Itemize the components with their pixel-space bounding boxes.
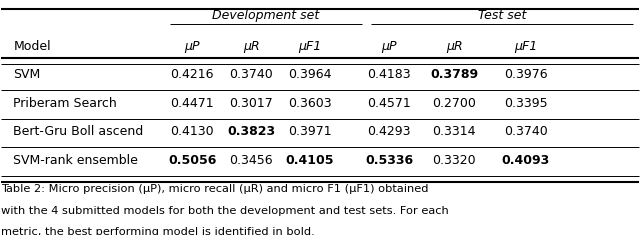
- Text: 0.4105: 0.4105: [285, 154, 334, 167]
- Text: 0.4183: 0.4183: [367, 68, 411, 81]
- Text: μR: μR: [243, 40, 259, 53]
- Text: 0.3456: 0.3456: [229, 154, 273, 167]
- Text: 0.4293: 0.4293: [367, 125, 411, 138]
- Text: μF1: μF1: [514, 40, 537, 53]
- Text: Model: Model: [13, 40, 51, 53]
- Text: Table 2: Micro precision (μP), micro recall (μR) and micro F1 (μF1) obtained: Table 2: Micro precision (μP), micro rec…: [1, 184, 428, 194]
- Text: SVM-rank ensemble: SVM-rank ensemble: [13, 154, 138, 167]
- Text: μR: μR: [446, 40, 463, 53]
- Text: 0.4216: 0.4216: [170, 68, 214, 81]
- Text: 0.4571: 0.4571: [367, 97, 411, 110]
- Text: 0.5336: 0.5336: [365, 154, 413, 167]
- Text: 0.3395: 0.3395: [504, 97, 547, 110]
- Text: 0.4093: 0.4093: [502, 154, 550, 167]
- Text: 0.3971: 0.3971: [288, 125, 332, 138]
- Text: 0.3314: 0.3314: [433, 125, 476, 138]
- Text: 0.4471: 0.4471: [170, 97, 214, 110]
- Text: Test set: Test set: [478, 9, 526, 22]
- Text: μP: μP: [184, 40, 200, 53]
- Text: 0.5056: 0.5056: [168, 154, 216, 167]
- Text: 0.3823: 0.3823: [227, 125, 275, 138]
- Text: 0.4130: 0.4130: [170, 125, 214, 138]
- Text: Bert-Gru Boll ascend: Bert-Gru Boll ascend: [13, 125, 144, 138]
- Text: 0.3603: 0.3603: [288, 97, 332, 110]
- Text: metric, the best performing model is identified in bold.: metric, the best performing model is ide…: [1, 227, 314, 235]
- Text: Priberam Search: Priberam Search: [13, 97, 117, 110]
- Text: μF1: μF1: [298, 40, 321, 53]
- Text: 0.3789: 0.3789: [430, 68, 478, 81]
- Text: 0.3017: 0.3017: [229, 97, 273, 110]
- Text: Development set: Development set: [212, 9, 319, 22]
- Text: 0.3320: 0.3320: [432, 154, 476, 167]
- Text: μP: μP: [381, 40, 397, 53]
- Text: 0.3740: 0.3740: [504, 125, 547, 138]
- Text: 0.3740: 0.3740: [229, 68, 273, 81]
- Text: 0.3964: 0.3964: [288, 68, 332, 81]
- Text: 0.2700: 0.2700: [432, 97, 476, 110]
- Text: with the 4 submitted models for both the development and test sets. For each: with the 4 submitted models for both the…: [1, 206, 449, 216]
- Text: 0.3976: 0.3976: [504, 68, 547, 81]
- Text: SVM: SVM: [13, 68, 41, 81]
